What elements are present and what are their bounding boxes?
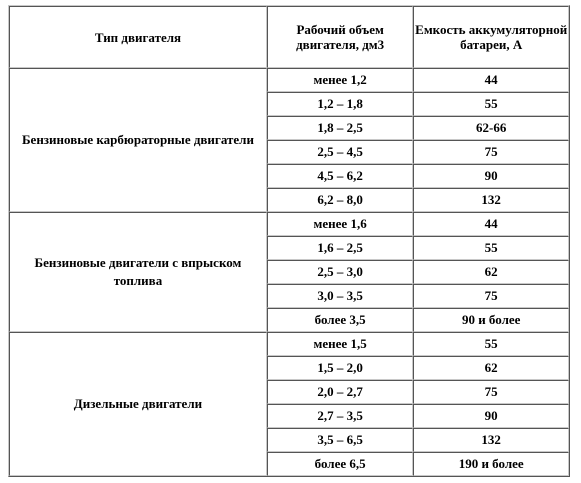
battery-capacity-cell: 90 и более [413,308,569,332]
table-row: 2,7 – 3,5 90 [9,404,569,428]
table-row: 3,0 – 3,5 75 [9,284,569,308]
battery-capacity-cell: 75 [413,284,569,308]
header-engine-type: Тип двигателя [9,6,267,68]
table-row: 2,0 – 2,7 75 [9,380,569,404]
engine-volume-cell: 1,5 – 2,0 [266,356,414,380]
header-battery-capacity: Емкость аккумуляторной батареи, А [413,6,569,68]
table-row: более 6,5 190 и более [9,452,569,476]
engine-volume-cell: 6,2 – 8,0 [266,188,414,212]
engine-volume-cell: 4,5 – 6,2 [266,164,414,188]
table-body: Бензиновые карбюраторные двигатели менее … [9,68,569,476]
engine-volume-cell: 2,0 – 2,7 [266,380,414,404]
table-row: 2,5 – 4,5 75 [9,140,569,164]
battery-capacity-table: Тип двигателя Рабочий объем двигателя, д… [8,5,570,477]
engine-type-cell: Бензиновые двигатели с впрыском топлива [9,212,267,332]
table-row: 2,5 – 3,0 62 [9,260,569,284]
engine-volume-cell: 3,0 – 3,5 [266,284,414,308]
header-engine-volume: Рабочий объем двигателя, дм3 [266,6,414,68]
table-row: 1,5 – 2,0 62 [9,356,569,380]
battery-capacity-cell: 55 [413,92,569,116]
table-row: 1,8 – 2,5 62-66 [9,116,569,140]
table-row: Бензиновые двигатели с впрыском топлива м… [9,212,569,332]
engine-volume-cell: 3,5 – 6,5 [266,428,414,452]
engine-volume-cell: 2,5 – 3,0 [266,260,414,284]
battery-capacity-cell: 62 [413,260,569,284]
battery-capacity-cell: 55 [413,236,569,260]
battery-capacity-cell: 62-66 [413,116,569,140]
engine-volume-cell: менее 1,6 [266,212,414,236]
engine-type-cell: Бензиновые карбюраторные двигатели [9,68,267,212]
battery-capacity-cell: 62 [413,356,569,380]
battery-capacity-cell: 90 [413,164,569,188]
table-row: Дизельные двигатели менее 1,5 55 [9,332,569,476]
table-row: Бензиновые карбюраторные двигатели менее … [9,68,569,212]
engine-volume-cell: 1,8 – 2,5 [266,116,414,140]
table-row: 1,6 – 2,5 55 [9,236,569,260]
table-row: 3,5 – 6,5 132 [9,428,569,452]
battery-capacity-cell: 90 [413,404,569,428]
engine-volume-cell: 1,2 – 1,8 [266,92,414,116]
engine-volume-cell: 1,6 – 2,5 [266,236,414,260]
battery-capacity-cell: 190 и более [413,452,569,476]
battery-capacity-cell: 132 [413,428,569,452]
table-row: 1,2 – 1,8 55 [9,92,569,116]
engine-volume-cell: 2,7 – 3,5 [266,404,414,428]
engine-volume-cell: менее 1,5 [266,332,414,356]
table-header-row: Тип двигателя Рабочий объем двигателя, д… [9,6,569,68]
engine-volume-cell: более 3,5 [266,308,414,332]
battery-capacity-cell: 75 [413,380,569,404]
table-row: более 3,5 90 и более [9,308,569,332]
engine-volume-cell: более 6,5 [266,452,414,476]
battery-capacity-cell: 44 [413,212,569,236]
battery-capacity-cell: 44 [413,68,569,92]
engine-type-cell: Дизельные двигатели [9,332,267,476]
battery-capacity-cell: 132 [413,188,569,212]
table-row: 6,2 – 8,0 132 [9,188,569,212]
engine-volume-cell: менее 1,2 [266,68,414,92]
battery-capacity-cell: 55 [413,332,569,356]
table-row: 4,5 – 6,2 90 [9,164,569,188]
battery-capacity-cell: 75 [413,140,569,164]
engine-volume-cell: 2,5 – 4,5 [266,140,414,164]
